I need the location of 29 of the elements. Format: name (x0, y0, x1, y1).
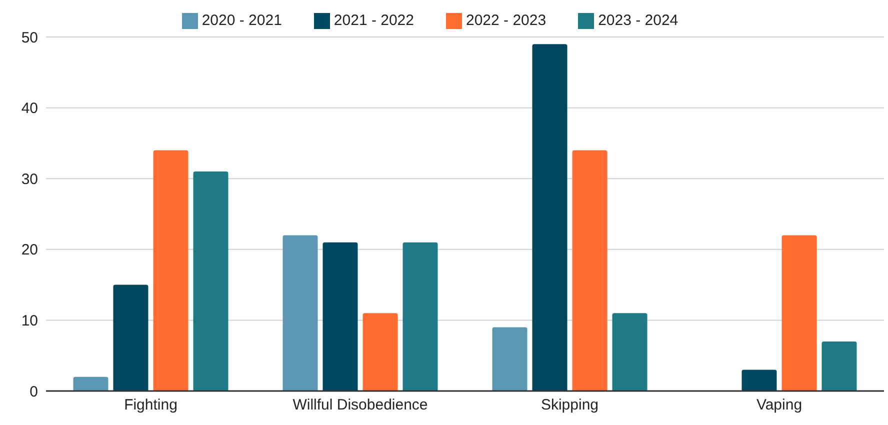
x-tick-label: Fighting (124, 396, 178, 414)
bar (282, 235, 318, 391)
legend-label: 2020 - 2021 (202, 12, 282, 29)
legend-label: 2023 - 2024 (598, 12, 678, 29)
legend-label: 2022 - 2023 (466, 12, 546, 29)
x-tick-label: Vaping (756, 396, 802, 414)
bar (322, 242, 358, 391)
x-tick-label: Willful Disobedience (292, 396, 428, 414)
bar (492, 327, 528, 391)
bar (362, 313, 398, 391)
bar (742, 370, 777, 391)
bar (73, 376, 108, 391)
y-tick-label: 20 (21, 242, 38, 259)
bar (822, 341, 857, 391)
bar (153, 150, 188, 391)
y-tick-label: 0 (30, 383, 38, 400)
y-tick-label: 40 (21, 100, 38, 118)
y-tick-label: 50 (21, 29, 38, 46)
bar (612, 313, 648, 391)
y-tick-label: 10 (21, 312, 38, 330)
x-tick-label: Skipping (540, 396, 599, 414)
y-tick-label: 30 (21, 170, 38, 188)
bar (113, 284, 148, 391)
legend-label: 2021 - 2022 (334, 12, 414, 29)
bar (532, 44, 568, 391)
bar (193, 172, 228, 391)
bar (782, 235, 817, 391)
bar (572, 150, 608, 391)
bar (402, 242, 438, 391)
